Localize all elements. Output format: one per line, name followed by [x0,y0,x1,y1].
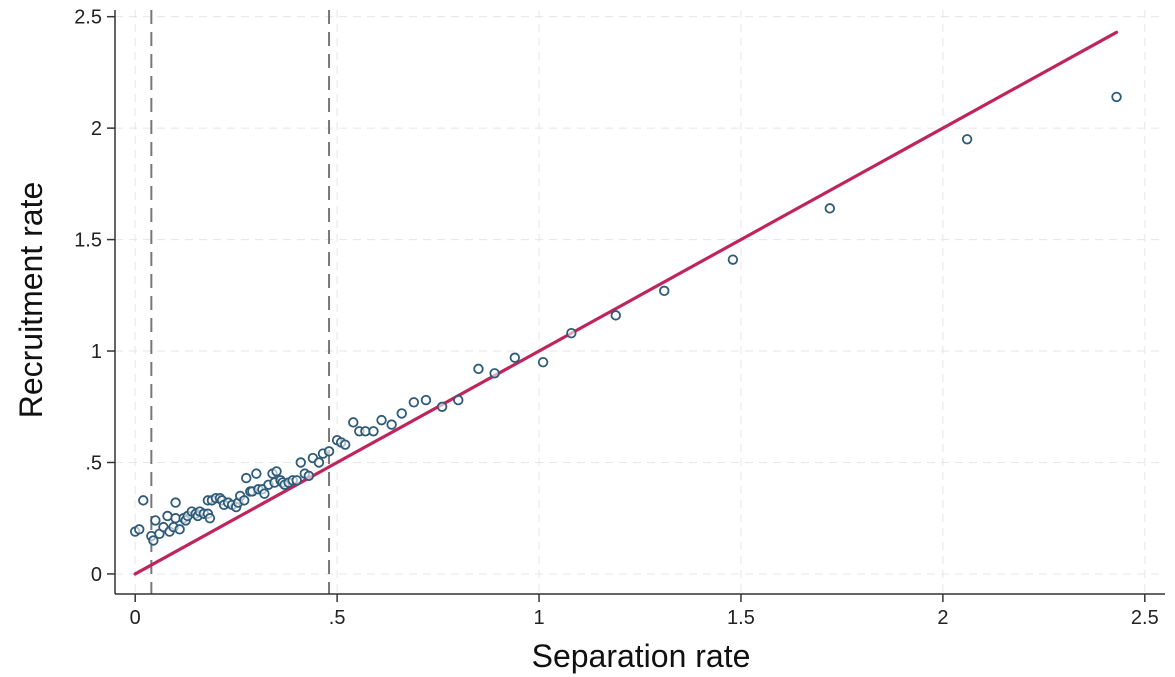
axes: 0 .5 1 1.5 2 2.5 0 .5 1 1.5 2 2.5 [74,7,1165,629]
scatter-point [824,203,836,214]
x-tick-label: 2.5 [1131,607,1159,629]
scatter-point [727,254,739,265]
scatter-point [313,457,325,468]
scatter-point [339,439,351,450]
scatter-point [251,468,262,479]
y-tick-label: 2 [91,118,102,140]
scatter-point [239,495,250,506]
scatter-point [150,515,161,526]
y-axis-title: Recruitment rate [13,182,49,419]
scatter-point [537,356,549,368]
x-tick-label: .5 [329,607,346,629]
scatter-point [241,472,252,484]
reference-lines [133,10,1119,594]
x-tick-label: 2 [937,607,948,629]
scatter-point [368,426,379,437]
scatter-point [659,285,670,297]
y-tick-label: 1 [91,341,102,363]
y-tick-label: 2.5 [74,7,102,29]
y-tick-label: .5 [85,452,102,474]
y-tick-label: 0 [91,564,102,586]
x-tick-label: 1 [533,607,544,629]
scatter-point [204,513,216,524]
gridlines [115,10,1165,594]
scatter-point [961,134,973,145]
scatter-point [566,328,577,339]
x-tick-label: 1.5 [727,607,755,629]
x-tick-label: 0 [130,607,141,629]
scatter-point [436,401,448,412]
scatter-point [259,488,270,499]
scatter-point [396,408,407,419]
data-points [129,91,1122,546]
scatter-point [271,466,282,477]
scatter-point [170,497,181,508]
y-tick-label: 1.5 [74,230,102,252]
x-axis-title: Separation rate [532,638,751,674]
scatter-point [453,394,464,406]
scatter-point [386,419,397,430]
scatter-point [509,352,521,363]
scatter-point [473,363,484,375]
scatter-point [148,535,159,546]
diagonal-line [133,30,1119,576]
scatter-point [408,397,420,408]
scatter-point [303,470,315,482]
scatter-point [138,495,149,506]
scatter-point [134,524,145,535]
scatter-point [174,524,185,535]
scatter-point [610,310,621,321]
scatter-point [323,446,335,457]
scatter-point [295,457,306,468]
scatter-point [348,417,359,428]
scatter-point [420,394,432,406]
scatter-point [376,414,387,426]
scatter-point [489,368,500,379]
scatter-point [291,475,302,486]
scatter-point [1111,91,1122,103]
